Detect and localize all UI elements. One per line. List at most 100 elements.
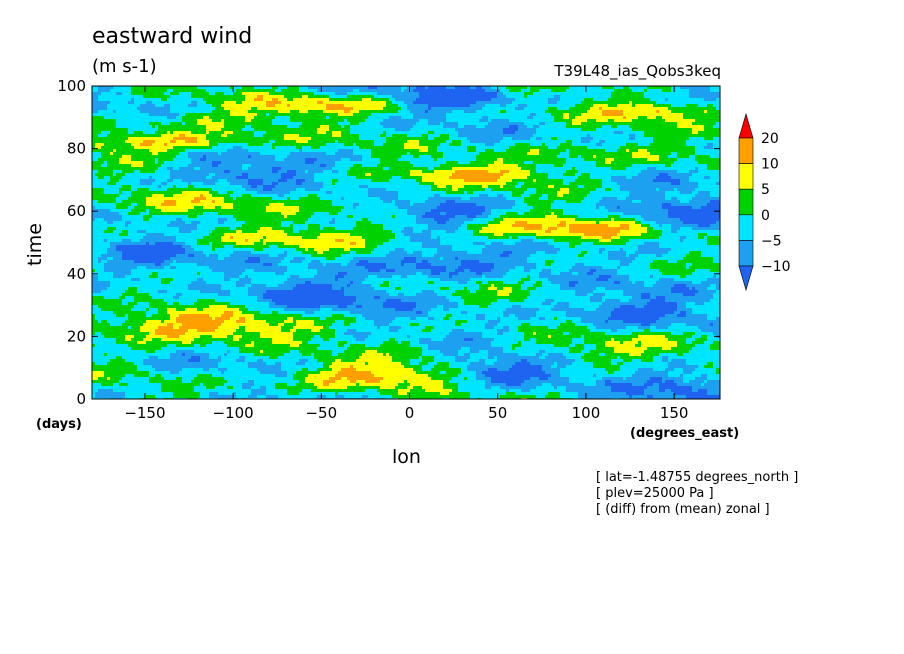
heatmap-cell — [296, 122, 299, 125]
heatmap-cell — [479, 125, 482, 128]
heatmap-cell — [698, 113, 701, 116]
heatmap-cell — [524, 149, 527, 152]
heatmap-cell — [221, 134, 224, 137]
heatmap-cell — [95, 140, 98, 143]
heatmap-cell — [128, 125, 131, 128]
heatmap-cell — [158, 104, 161, 107]
heatmap-cell — [128, 134, 131, 137]
heatmap-cell — [332, 122, 335, 125]
heatmap-cell — [224, 89, 227, 92]
heatmap-cell — [302, 119, 305, 122]
heatmap-cell — [179, 101, 182, 104]
heatmap-cell — [140, 131, 143, 134]
heatmap-cell — [317, 104, 320, 107]
heatmap-cell — [707, 98, 710, 101]
heatmap-cell — [551, 113, 554, 116]
heatmap-cell — [251, 86, 254, 89]
heatmap-cell — [452, 137, 455, 140]
heatmap-cell — [536, 107, 539, 110]
heatmap-cell — [677, 143, 680, 146]
heatmap-cell — [290, 152, 293, 155]
heatmap-cell — [557, 92, 560, 95]
heatmap-cell — [437, 137, 440, 140]
heatmap-cell — [545, 92, 548, 95]
heatmap-cell — [638, 113, 641, 116]
heatmap-cell — [365, 107, 368, 110]
heatmap-cell — [344, 143, 347, 146]
heatmap-cell — [635, 119, 638, 122]
heatmap-cell — [539, 110, 542, 113]
heatmap-cell — [467, 125, 470, 128]
heatmap-cell — [545, 104, 548, 107]
heatmap-cell — [341, 101, 344, 104]
heatmap-cell — [200, 110, 203, 113]
heatmap-cell — [548, 92, 551, 95]
heatmap-cell — [440, 110, 443, 113]
heatmap-cell — [704, 101, 707, 104]
heatmap-cell — [236, 149, 239, 152]
heatmap-cell — [167, 98, 170, 101]
heatmap-cell — [485, 107, 488, 110]
heatmap-cell — [470, 119, 473, 122]
heatmap-cell — [203, 122, 206, 125]
heatmap-cell — [629, 86, 632, 89]
heatmap-cell — [530, 101, 533, 104]
heatmap-cell — [641, 122, 644, 125]
heatmap-cell — [377, 155, 380, 158]
heatmap-cell — [194, 95, 197, 98]
heatmap-cell — [425, 89, 428, 92]
heatmap-cell — [545, 137, 548, 140]
heatmap-cell — [128, 122, 131, 125]
heatmap-cell — [506, 110, 509, 113]
heatmap-cell — [671, 134, 674, 137]
heatmap-cell — [377, 92, 380, 95]
heatmap-cell — [632, 86, 635, 89]
heatmap-cell — [632, 110, 635, 113]
heatmap-cell — [341, 155, 344, 158]
heatmap-cell — [272, 137, 275, 140]
heatmap-cell — [182, 128, 185, 131]
heatmap-cell — [170, 113, 173, 116]
heatmap-cell — [695, 152, 698, 155]
heatmap-cell — [407, 101, 410, 104]
heatmap-cell — [674, 137, 677, 140]
heatmap-cell — [515, 101, 518, 104]
heatmap-cell — [590, 137, 593, 140]
heatmap-cell — [488, 116, 491, 119]
heatmap-cell — [605, 89, 608, 92]
heatmap-cell — [194, 143, 197, 146]
heatmap-cell — [551, 143, 554, 146]
heatmap-cell — [608, 131, 611, 134]
heatmap-cell — [410, 89, 413, 92]
heatmap-cell — [344, 101, 347, 104]
heatmap-cell — [620, 89, 623, 92]
heatmap-cell — [410, 116, 413, 119]
heatmap-cell — [443, 116, 446, 119]
heatmap-cell — [596, 95, 599, 98]
heatmap-cell — [584, 155, 587, 158]
heatmap-cell — [293, 119, 296, 122]
heatmap-cell — [293, 122, 296, 125]
heatmap-cell — [185, 104, 188, 107]
heatmap-cell — [551, 89, 554, 92]
heatmap-cell — [239, 143, 242, 146]
heatmap-cell — [446, 95, 449, 98]
heatmap-cell — [170, 140, 173, 143]
heatmap-cell — [641, 89, 644, 92]
heatmap-cell — [116, 113, 119, 116]
heatmap-cell — [101, 128, 104, 131]
heatmap-cell — [548, 143, 551, 146]
heatmap-cell — [659, 92, 662, 95]
heatmap-cell — [119, 104, 122, 107]
heatmap-cell — [611, 134, 614, 137]
heatmap-cell — [452, 146, 455, 149]
heatmap-cell — [320, 140, 323, 143]
heatmap-cell — [218, 107, 221, 110]
heatmap-cell — [653, 137, 656, 140]
heatmap-cell — [212, 140, 215, 143]
heatmap-cell — [209, 92, 212, 95]
heatmap-cell — [146, 101, 149, 104]
heatmap-cell — [338, 128, 341, 131]
heatmap-cell — [662, 125, 665, 128]
heatmap-cell — [548, 155, 551, 158]
